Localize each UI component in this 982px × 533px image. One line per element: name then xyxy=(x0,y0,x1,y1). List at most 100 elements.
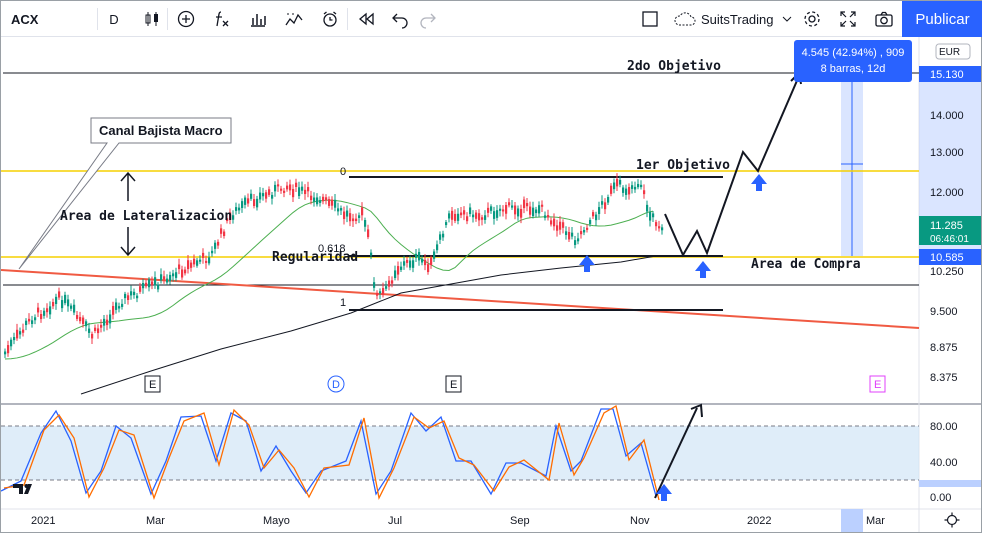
candle-body xyxy=(85,321,88,327)
buy-arrow-icon[interactable] xyxy=(579,255,595,272)
tradingview-logo[interactable] xyxy=(13,484,32,494)
candle-body xyxy=(277,184,280,187)
candle-body xyxy=(361,207,364,216)
price-tick: 8.375 xyxy=(930,372,958,384)
candle-body xyxy=(457,213,460,221)
candle-body xyxy=(640,184,643,188)
candle-body xyxy=(355,218,358,222)
lateral-label: Area de Lateralizacion xyxy=(60,209,232,224)
candle-body xyxy=(424,259,427,266)
axis-settings-icon[interactable] xyxy=(944,512,960,528)
publish-button[interactable]: Publicar xyxy=(902,1,982,37)
replay-icon[interactable] xyxy=(353,1,379,37)
undo-icon[interactable] xyxy=(387,1,413,37)
candle-body xyxy=(340,208,343,211)
candle-body xyxy=(112,305,115,315)
currency-selector[interactable]: EUR xyxy=(935,43,971,60)
price-tick: 9.500 xyxy=(930,306,958,318)
buy-arrow-icon[interactable] xyxy=(656,484,672,501)
fullscreen-icon[interactable] xyxy=(835,1,861,37)
add-indicator-icon[interactable] xyxy=(173,1,199,37)
candle-body xyxy=(403,261,406,266)
fx-icon[interactable] xyxy=(209,1,235,37)
projection-path[interactable] xyxy=(664,75,800,258)
candle-body xyxy=(517,208,520,217)
buy-arrow-icon[interactable] xyxy=(751,174,767,191)
candle-body xyxy=(223,231,226,237)
candle-body xyxy=(139,286,142,292)
candle-body xyxy=(484,215,487,220)
interval-button[interactable]: D xyxy=(109,11,119,27)
candle-body xyxy=(94,327,97,331)
templates-icon[interactable] xyxy=(281,1,307,37)
candle-body xyxy=(385,286,388,289)
divider xyxy=(167,8,168,30)
earnings-marker[interactable]: E xyxy=(144,375,161,393)
earnings-marker[interactable]: E xyxy=(445,375,462,393)
layout-name-button[interactable]: SuitsTrading xyxy=(673,1,791,37)
cloud-icon xyxy=(673,11,697,27)
stochastic-projection[interactable] xyxy=(654,407,698,499)
candle-body xyxy=(655,222,658,227)
candle-body xyxy=(106,319,109,326)
candle-body xyxy=(481,217,484,220)
candle-body xyxy=(364,220,367,227)
price-axis[interactable]: EUR 14.000 13.000 12.000 10.250 9.500 8.… xyxy=(919,43,981,504)
dividend-marker[interactable]: D xyxy=(327,375,345,393)
candle-body xyxy=(82,317,85,324)
candle-body xyxy=(616,178,619,187)
candle-body xyxy=(280,188,283,191)
camera-icon[interactable] xyxy=(871,1,897,37)
buy-arrow-icon[interactable] xyxy=(695,261,711,278)
candles-icon[interactable] xyxy=(139,1,165,37)
candle-body xyxy=(376,292,379,296)
chart-canvas[interactable]: Canal Bajista Macro Area de Lateralizaci… xyxy=(1,37,981,532)
candle-body xyxy=(496,210,499,218)
callout-box[interactable] xyxy=(18,117,232,270)
candle-body xyxy=(208,257,211,264)
divider xyxy=(97,8,98,30)
candle-body xyxy=(175,272,178,278)
candle-body xyxy=(274,184,277,192)
symbol-search[interactable]: ACX xyxy=(11,11,39,27)
candle-body xyxy=(499,208,502,211)
candle-body xyxy=(442,233,445,238)
bars-icon[interactable] xyxy=(245,1,271,37)
candle-body xyxy=(379,291,382,294)
candle-body xyxy=(169,274,172,282)
time-tick: Nov xyxy=(630,515,650,527)
price-pane[interactable] xyxy=(1,37,919,403)
callout-text: Canal Bajista Macro xyxy=(99,123,223,138)
redo-icon[interactable] xyxy=(415,1,441,37)
settings-icon[interactable] xyxy=(799,1,825,37)
alert-icon[interactable] xyxy=(317,1,343,37)
price-tick: 8.875 xyxy=(930,342,958,354)
candle-body xyxy=(325,197,328,201)
time-axis[interactable]: 2021 Mar Mayo Jul Sep Nov 2022 Mar xyxy=(31,515,885,527)
candle-body xyxy=(601,201,604,205)
candle-body xyxy=(637,183,640,188)
candle-body xyxy=(190,262,193,268)
candle-body xyxy=(13,337,16,341)
current-price-tag xyxy=(919,216,981,245)
candle-body xyxy=(547,215,550,218)
objective-1-label: 1er Objetivo xyxy=(636,158,730,173)
price-tick: 13.000 xyxy=(930,147,964,159)
regularidad-label: Regularidad xyxy=(272,250,358,265)
candle-body xyxy=(259,192,262,200)
candle-body xyxy=(4,351,7,355)
candle-body xyxy=(511,205,514,208)
candle-body xyxy=(478,213,481,221)
candle-body xyxy=(373,282,376,288)
candle-body xyxy=(316,197,319,205)
candle-body xyxy=(556,225,559,231)
candle-body xyxy=(253,199,256,207)
earnings-marker[interactable]: E xyxy=(869,375,886,393)
candle-body xyxy=(76,314,79,319)
layout-icon[interactable] xyxy=(637,1,663,37)
buy-zone-label: Area de Compra xyxy=(751,257,861,272)
candle-body xyxy=(142,283,145,289)
candle-body xyxy=(172,273,175,277)
candle-body xyxy=(409,260,412,268)
time-tick: Mar xyxy=(866,515,885,527)
